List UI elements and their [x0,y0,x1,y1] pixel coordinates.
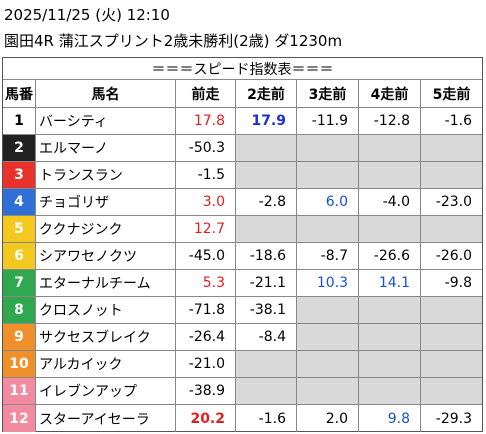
speed-index: -71.8 [176,297,236,324]
empty-cell [297,135,359,162]
horse-name: エルマーノ [36,135,176,162]
speed-index: -26.6 [359,243,421,270]
speed-index: -26.0 [421,243,482,270]
horse-name: サクセスブレイク [36,324,176,351]
empty-cell [297,297,359,324]
horse-name: クロスノット [36,297,176,324]
speed-index: -4.0 [359,189,421,216]
speed-index: 12.7 [176,216,236,243]
empty-cell [236,216,297,243]
horse-name: イレブンアップ [36,378,176,405]
horse-number: 12 [3,405,36,432]
speed-index: -29.3 [435,410,472,427]
horse-name: ククナジンク [36,216,176,243]
empty-cell [297,351,359,378]
empty-cell [421,135,482,162]
horse-number: 6 [3,243,36,270]
race-info: 園田4R 蒲江スプリント2歳未勝利(2歳) ダ1230m [4,32,343,50]
empty-cell [297,324,359,351]
empty-cell [421,216,482,243]
speed-index: 3.0 [176,189,236,216]
horse-number: 4 [3,189,36,216]
empty-cell [297,162,359,189]
speed-index: -23.0 [421,189,482,216]
speed-index: -38.1 [236,297,297,324]
speed-index: -1.6 [236,405,297,432]
empty-cell [236,351,297,378]
empty-cell [359,351,421,378]
speed-index: 10.3 [297,270,359,297]
column-header: 4走前 [359,80,421,108]
speed-index: 2.0 [297,405,359,432]
horse-number: 11 [3,378,36,405]
column-header: 馬番 [3,80,36,108]
empty-cell [359,324,421,351]
empty-cell [359,162,421,189]
horse-name: トランスラン [36,162,176,189]
speed-table: ＝＝＝スピード指数表＝＝＝ 馬番 馬名 前走 2走前 3走前 4走前 5走前 1 バーシティ 17.… [2,57,483,432]
horse-number: 8 [3,297,36,324]
speed-index: 14.1 [359,270,421,297]
speed-index: -21.0 [176,351,236,378]
horse-name: バーシティ [36,108,176,135]
speed-index: -12.8 [359,108,421,135]
empty-cell [359,378,421,405]
speed-index: -18.6 [236,243,297,270]
speed-index: 5.3 [176,270,236,297]
speed-index: 9.8 [359,405,421,432]
empty-cell [236,135,297,162]
empty-cell [297,216,359,243]
horse-number: 3 [3,162,36,189]
empty-cell [359,135,421,162]
speed-index: -11.9 [297,108,359,135]
speed-index: 6.0 [297,189,359,216]
empty-cell [421,297,482,324]
empty-cell [297,378,359,405]
empty-cell [421,351,482,378]
speed-index: -38.9 [176,378,236,405]
horse-name: エターナルチーム [36,270,176,297]
horse-number: 7 [3,270,36,297]
speed-index: 17.8 [176,108,236,135]
column-header: 2走前 [236,80,297,108]
empty-cell [421,378,482,405]
column-header: 3走前 [297,80,359,108]
horse-number: 2 [3,135,36,162]
horse-name: チョゴリザ [36,189,176,216]
empty-cell [236,162,297,189]
speed-index: -45.0 [176,243,236,270]
speed-index: -9.8 [421,270,482,297]
table-title: ＝＝＝スピード指数表＝＝＝ [3,58,482,80]
speed-index: 17.9 [236,108,297,135]
speed-index: -1.6 [421,108,482,135]
speed-index: -50.3 [176,135,236,162]
datetime: 2025/11/25 (火) 12:10 [4,6,170,24]
horse-name: シアワセノクツ [36,243,176,270]
horse-number: 10 [3,351,36,378]
column-header: 5走前 [421,80,482,108]
column-header: 馬名 [36,80,176,108]
empty-cell [359,297,421,324]
speed-index: -2.8 [236,189,297,216]
empty-cell [421,324,482,351]
speed-index: -1.5 [176,162,236,189]
horse-number: 9 [3,324,36,351]
horse-number: 5 [3,216,36,243]
empty-cell [236,378,297,405]
horse-name: スターアイセーラ [36,405,176,432]
speed-index: -21.1 [236,270,297,297]
empty-cell [421,162,482,189]
speed-index: 20.2 [176,405,236,432]
column-header: 前走 [176,80,236,108]
speed-index: -8.4 [236,324,297,351]
horse-name: アルカイック [36,351,176,378]
empty-cell [359,216,421,243]
speed-index: -26.4 [176,324,236,351]
horse-number: 1 [3,108,36,135]
speed-index: -8.7 [297,243,359,270]
